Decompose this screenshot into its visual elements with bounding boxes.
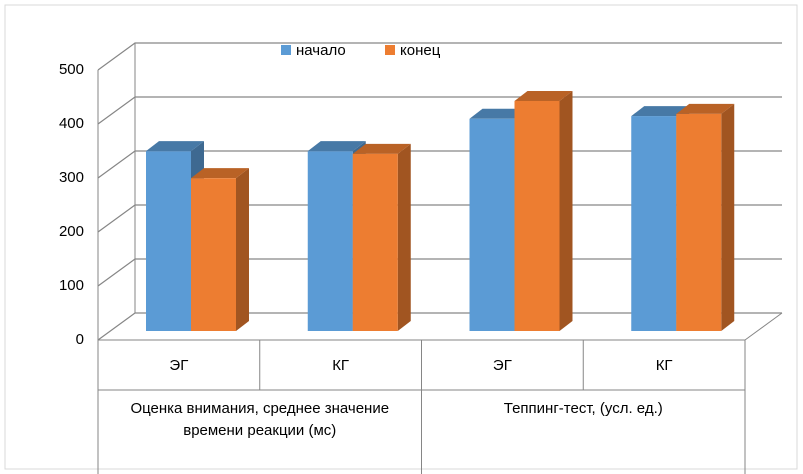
- bar-side: [397, 143, 411, 331]
- y-tick-label: 500: [59, 61, 84, 78]
- bar-side: [236, 168, 249, 331]
- bar: [514, 100, 560, 332]
- bar-top: [631, 106, 690, 117]
- bar-top: [514, 90, 573, 101]
- bar-top: [307, 141, 366, 152]
- legend-label: конец: [400, 42, 441, 59]
- bar-top: [676, 103, 735, 114]
- floor-edge: [744, 312, 783, 341]
- grid-line: [97, 42, 782, 71]
- legend-swatch: [385, 45, 395, 55]
- bar-top: [469, 108, 528, 119]
- legend-swatch: [281, 45, 291, 55]
- x-tick-label: ЭГ: [169, 357, 188, 374]
- bar-side: [559, 90, 573, 332]
- chart-border: [4, 4, 798, 470]
- bar: [631, 116, 677, 331]
- bar: [676, 113, 722, 331]
- y-tick-label: 400: [59, 115, 84, 132]
- y-tick-label: 0: [76, 331, 84, 348]
- bar-side: [721, 103, 735, 331]
- bar: [146, 151, 191, 331]
- bar-top: [146, 141, 204, 152]
- x-tick-label: КГ: [332, 357, 349, 374]
- bar: [469, 118, 515, 331]
- bar-top: [352, 143, 411, 154]
- y-tick-label: 300: [59, 169, 84, 186]
- group-label: Оценка внимания, среднее значение времен…: [130, 400, 390, 439]
- bar-top: [191, 168, 249, 179]
- x-tick-label: КГ: [656, 357, 673, 374]
- bar: [352, 153, 398, 331]
- bar: [191, 178, 236, 331]
- y-tick-label: 200: [59, 223, 84, 240]
- y-tick-label: 100: [59, 277, 84, 294]
- group-label: Теппинг-тест, (усл. ед.): [503, 400, 663, 417]
- x-tick-label: ЭГ: [493, 357, 512, 374]
- legend-label: начало: [296, 42, 346, 59]
- bar: [307, 151, 353, 331]
